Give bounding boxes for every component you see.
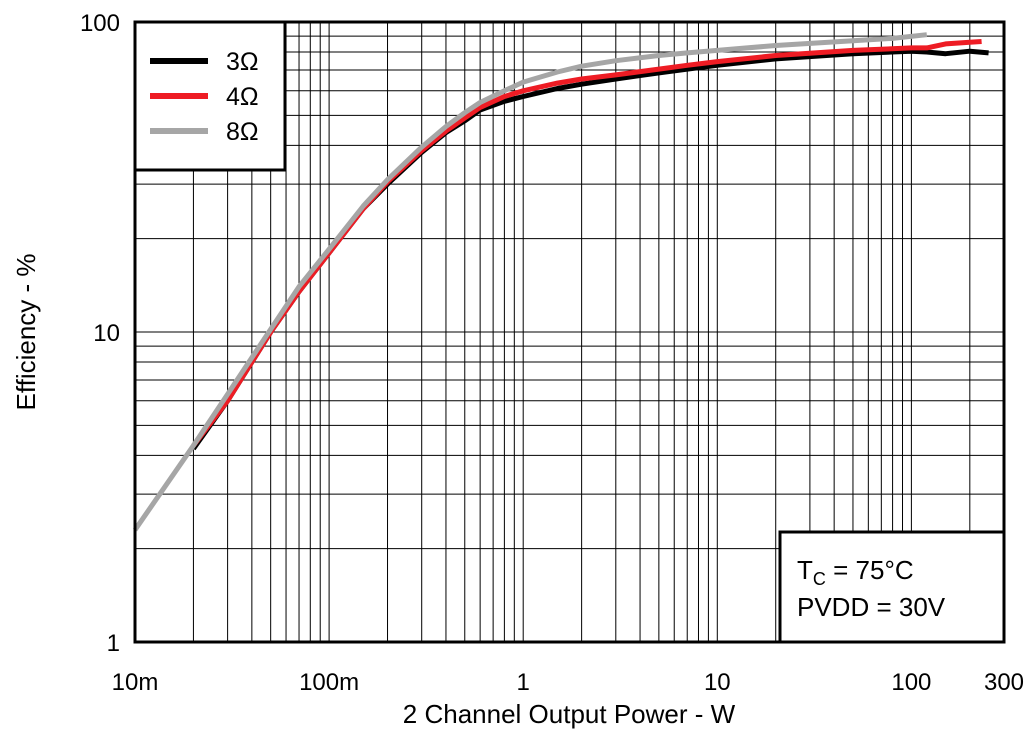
legend-label-8ohm: 8Ω: [226, 118, 259, 146]
legend-label-3ohm: 3Ω: [226, 48, 259, 76]
series-line-8ohm: [132, 32, 928, 532]
y-axis-title: Efficiency - %: [11, 253, 41, 410]
series-line-4ohm: [191, 39, 982, 448]
x-tick-label: 10m: [112, 669, 159, 696]
x-tick-label: 100: [891, 669, 931, 696]
conditions-annotation: TC = 75°C PVDD = 30V: [778, 530, 1006, 644]
series-lines: [132, 32, 989, 532]
y-tick-labels: 1 10 100: [80, 10, 120, 657]
y-tick-label: 1: [107, 630, 120, 657]
x-axis-title: 2 Channel Output Power - W: [403, 699, 736, 729]
x-tick-label: 10: [704, 669, 731, 696]
x-tick-label: 1: [517, 669, 530, 696]
x-tick-label: 100m: [299, 669, 359, 696]
legend: 3Ω 4Ω 8Ω: [133, 20, 287, 172]
plot-frame: [133, 20, 1006, 644]
annotation-box: [778, 530, 1006, 644]
y-tick-label: 100: [80, 10, 120, 37]
x-tick-labels: 10m 100m 1 10 100 300: [112, 669, 1024, 696]
series-line-3ohm: [191, 48, 989, 451]
legend-label-4ohm: 4Ω: [226, 83, 259, 111]
annotation-temperature: TC = 75°C: [797, 555, 914, 589]
annotation-pvdd: PVDD = 30V: [797, 592, 946, 622]
x-tick-label: 300: [984, 669, 1024, 696]
y-tick-label: 10: [93, 320, 120, 347]
